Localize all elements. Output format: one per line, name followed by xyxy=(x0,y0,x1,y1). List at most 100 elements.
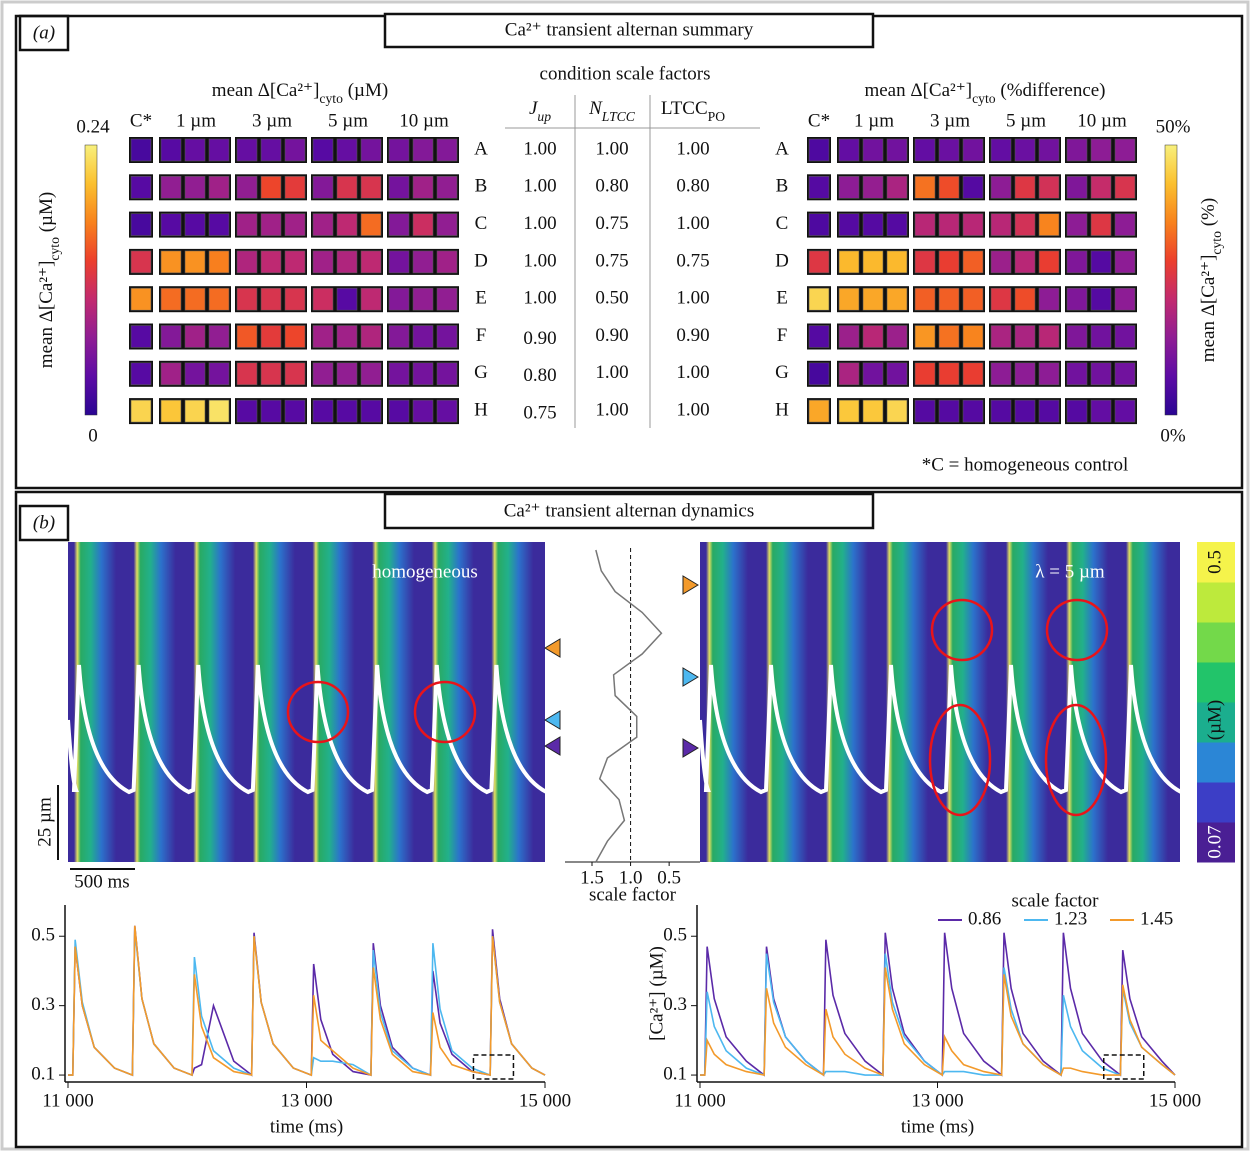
heatmap-cell xyxy=(1014,287,1036,311)
text-part: N xyxy=(588,98,603,119)
heatmap-cell xyxy=(436,138,458,162)
row-label: G xyxy=(775,362,789,383)
heatmap-cell xyxy=(1038,287,1060,311)
colorbar-label: mean Δ[Ca²⁺]cyto (µM) xyxy=(36,192,61,368)
text-part: J xyxy=(529,98,539,119)
highlight-ring xyxy=(413,680,477,744)
heatmap-cell xyxy=(360,399,382,423)
heatmap-cell xyxy=(1038,176,1060,199)
heatmap-cell xyxy=(962,213,984,236)
heatmap-cell xyxy=(236,138,258,162)
heatmap-cell xyxy=(130,250,152,274)
series-line xyxy=(700,953,1176,1077)
heatmap-cell xyxy=(938,176,960,199)
heatmap-cell xyxy=(1066,213,1088,236)
marker-triangle xyxy=(682,738,699,758)
heatmap-cell xyxy=(1066,362,1088,386)
table-title: condition scale factors xyxy=(540,63,711,84)
heatmap-cell xyxy=(962,176,984,199)
heatmap-cell xyxy=(990,325,1012,348)
heatmap-cell xyxy=(862,362,884,386)
heatmap-cell xyxy=(862,287,884,311)
heatmap-cell xyxy=(412,362,434,386)
highlight-ring xyxy=(1045,598,1109,662)
table-header: Jup xyxy=(529,98,551,123)
heatmap-cell xyxy=(236,362,258,386)
heatmap-cell xyxy=(938,213,960,236)
heatmap-cell xyxy=(1114,213,1136,236)
row-label: H xyxy=(474,399,488,420)
heatmap-cell xyxy=(312,399,334,423)
text-part: PO xyxy=(708,109,726,124)
heatmap-cell xyxy=(1038,399,1060,423)
heatmap-cell xyxy=(208,362,230,386)
heatmap-cell xyxy=(236,287,258,311)
text-part: LTCC xyxy=(601,109,636,124)
heatmap-cell xyxy=(130,287,152,311)
panel-title: Ca²⁺ transient alternan dynamics xyxy=(504,500,755,521)
table-cell: 1.00 xyxy=(523,288,556,309)
heatmap-cell xyxy=(1014,213,1036,236)
colorbar-segment xyxy=(1197,782,1235,823)
heatmap-cell xyxy=(1090,250,1112,274)
x-tick-label: 13 000 xyxy=(911,1090,963,1111)
table-cell: 1.00 xyxy=(523,250,556,271)
colorbar-segment xyxy=(1197,622,1235,663)
heatmap-cell xyxy=(436,213,458,236)
heatmap-cell xyxy=(312,138,334,162)
heatmap-cell xyxy=(808,362,830,386)
column-group-label: C* xyxy=(808,110,830,131)
heatmap-cell xyxy=(886,399,908,423)
contour-band xyxy=(431,542,474,862)
y-tick-label: 0.3 xyxy=(31,994,55,1015)
heatmap-cell xyxy=(838,362,860,386)
heatmap-cell xyxy=(312,213,334,236)
scale-bar-label: 500 ms xyxy=(74,871,129,892)
heatmap-cell xyxy=(208,176,230,199)
colorbar-segment xyxy=(1197,662,1235,703)
panel-label-box xyxy=(18,14,70,52)
zoom-box xyxy=(472,1054,515,1080)
heatmap-cell xyxy=(160,399,182,423)
colorbar-tick-label: 0% xyxy=(1160,425,1186,446)
contour-band xyxy=(133,542,176,862)
panel-label: (a) xyxy=(33,22,55,43)
highlight-ring xyxy=(928,703,992,817)
x-tick-label: 15 000 xyxy=(1149,1090,1201,1111)
row-label: D xyxy=(474,250,488,271)
marker-triangle xyxy=(682,575,699,595)
column-group-label: 1 µm xyxy=(854,110,894,131)
heatmap-cell xyxy=(388,362,410,386)
heatmap-cell xyxy=(336,287,358,311)
heatmap-cell xyxy=(914,362,936,386)
column-group-label: C* xyxy=(130,110,152,131)
heatmap-cell xyxy=(838,176,860,199)
heatmap-cell xyxy=(236,325,258,348)
table-cell: 0.75 xyxy=(595,213,628,234)
contour-band xyxy=(372,542,415,862)
marker-triangle xyxy=(544,736,561,756)
table-cell: 0.90 xyxy=(676,325,709,346)
heatmap-cell xyxy=(914,138,936,162)
trace-overlay xyxy=(66,664,548,795)
heatmap-cell xyxy=(412,176,434,199)
heatmap-cell xyxy=(160,176,182,199)
colorbar-tick-label: 0.07 xyxy=(1204,825,1225,858)
contour-band xyxy=(312,542,355,862)
heatmap-cell xyxy=(1090,287,1112,311)
contour-band xyxy=(491,542,534,862)
colorbar-segment xyxy=(1197,582,1235,623)
heatmap-cell xyxy=(312,176,334,199)
heatmap-cell xyxy=(184,176,206,199)
heatmap-cell xyxy=(938,399,960,423)
row-label: B xyxy=(475,176,488,197)
table-cell: 0.80 xyxy=(676,176,709,197)
table-cell: 1.00 xyxy=(595,138,628,159)
text-part: (µM) xyxy=(36,192,57,237)
legend-label: 1.45 xyxy=(1140,908,1173,929)
table-cell: 0.50 xyxy=(595,288,628,309)
heatmap-cell xyxy=(808,213,830,236)
text-part: (%) xyxy=(1198,198,1219,231)
heatmap-cell xyxy=(208,213,230,236)
heatmap-cell xyxy=(914,399,936,423)
